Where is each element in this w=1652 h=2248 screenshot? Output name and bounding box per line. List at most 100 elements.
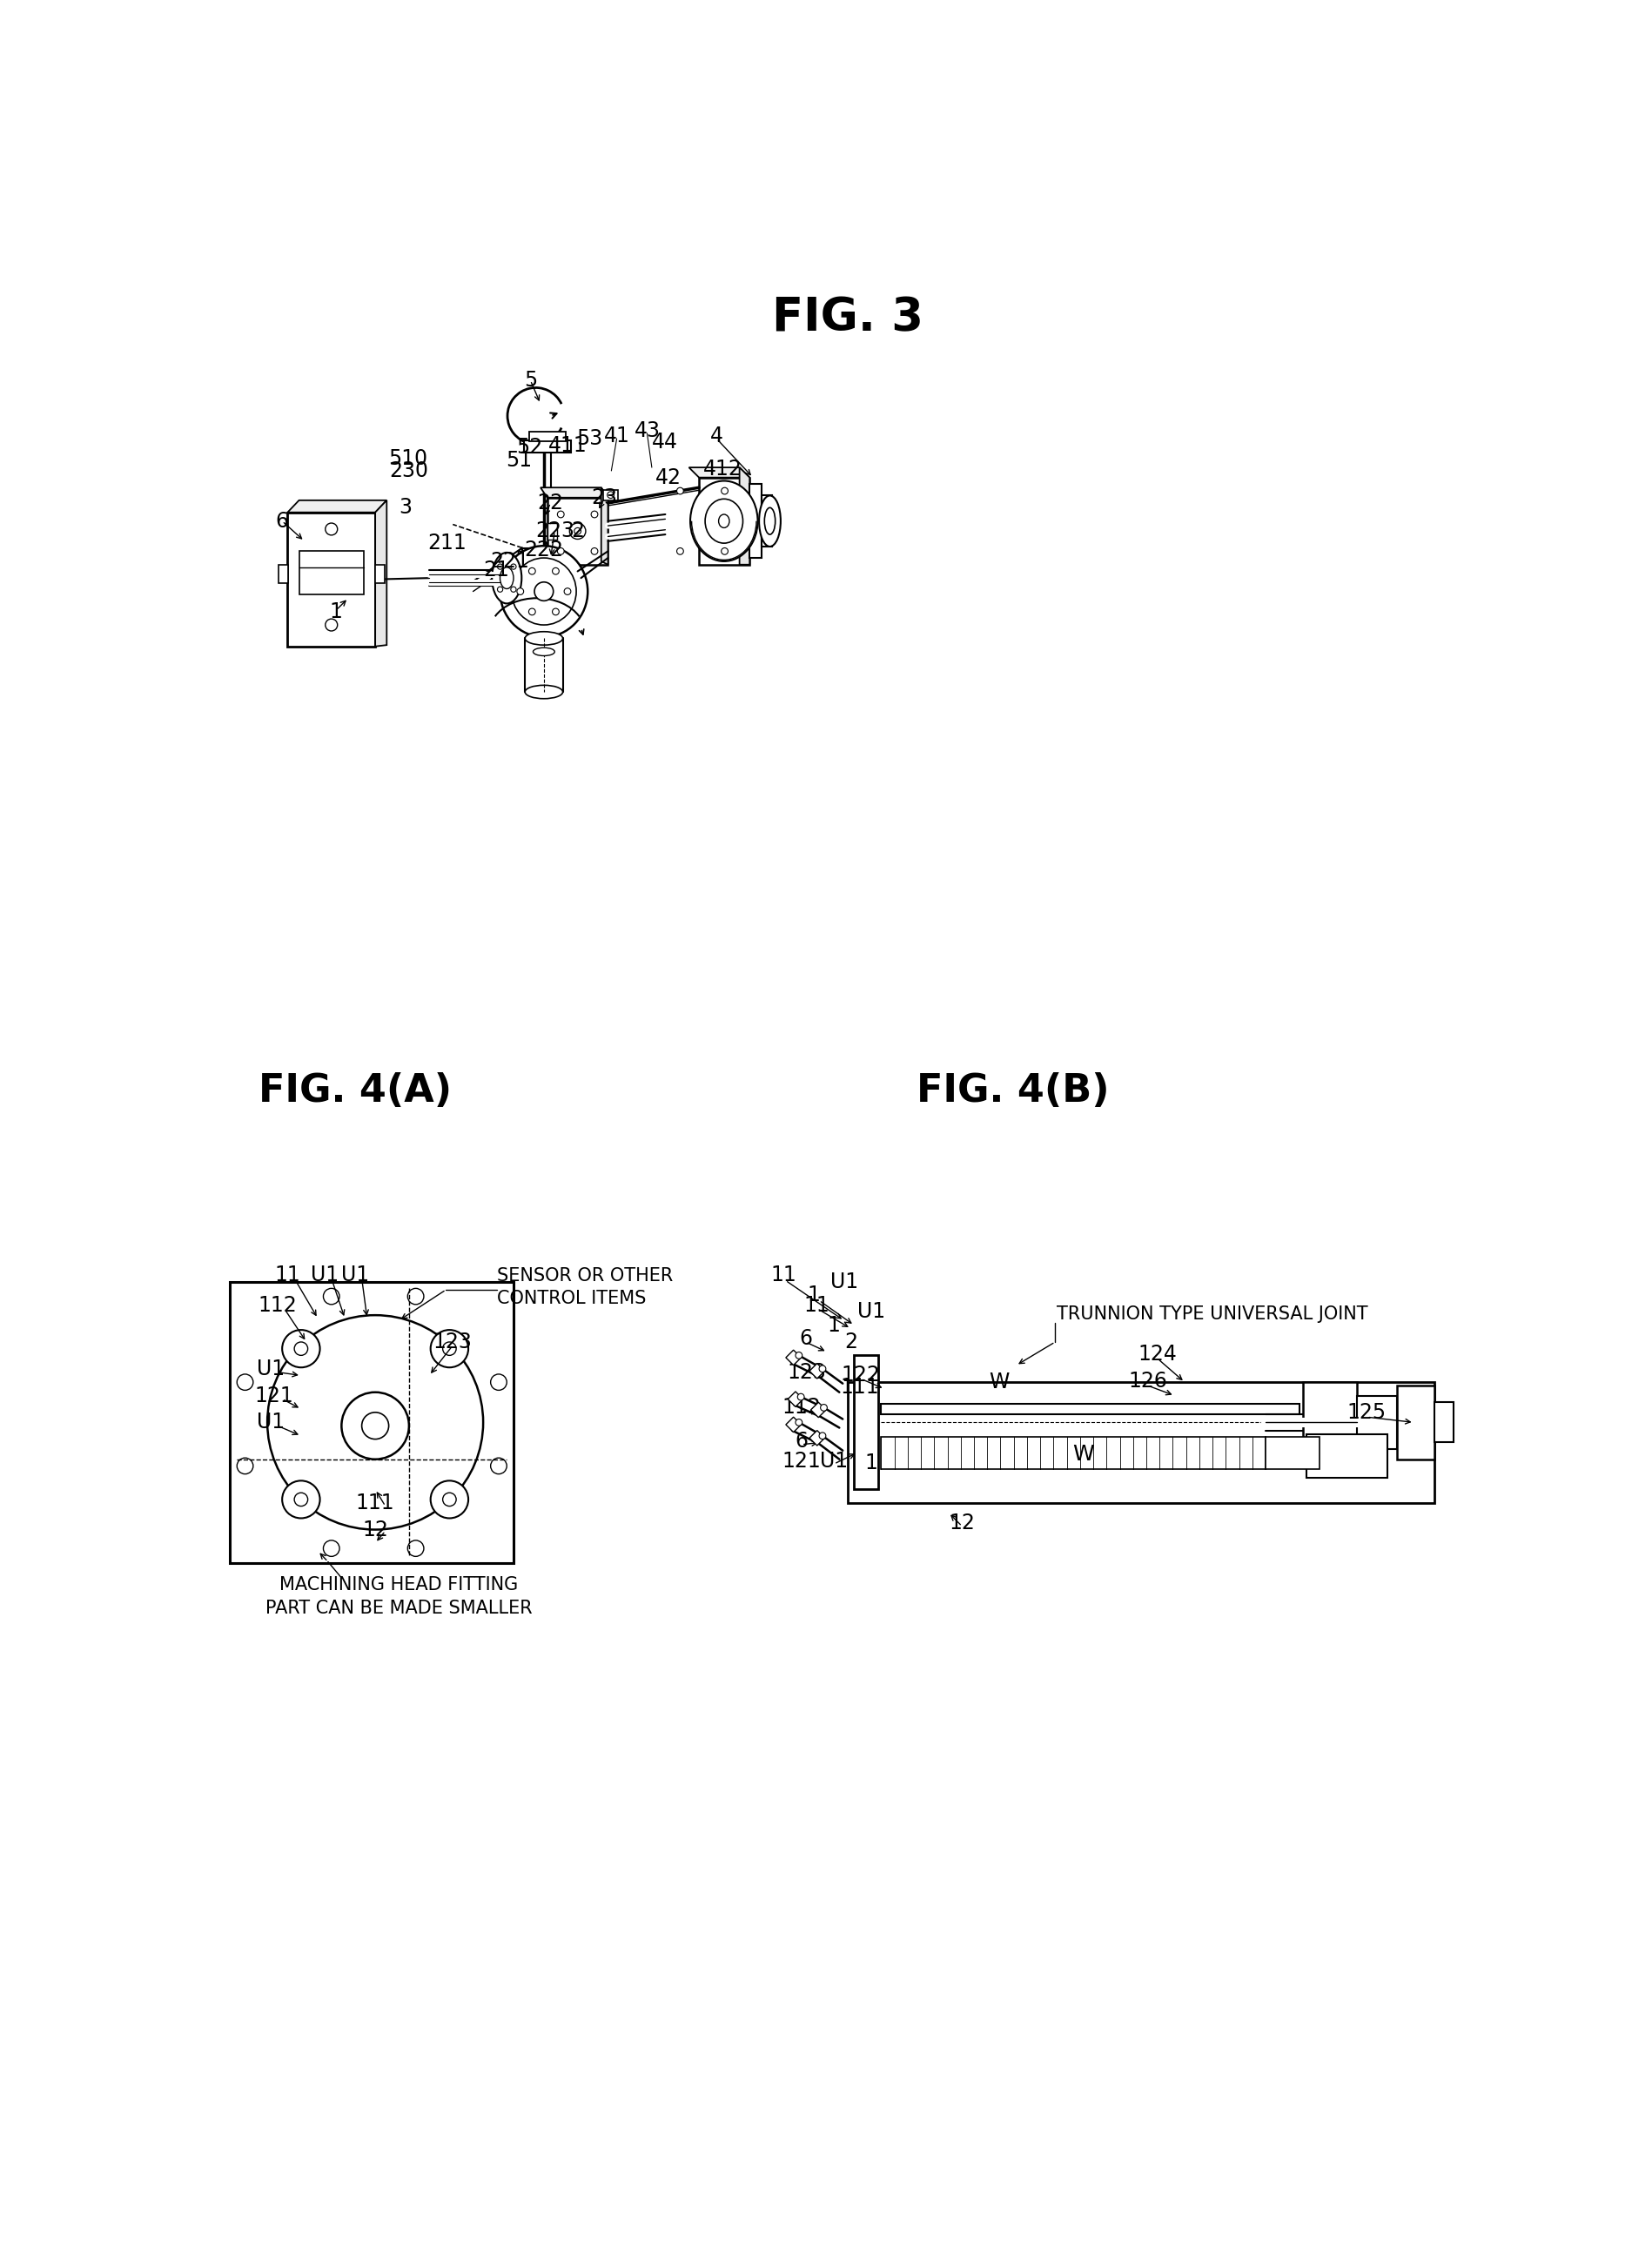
Ellipse shape [294, 1342, 307, 1356]
Ellipse shape [268, 1315, 482, 1529]
Bar [279, 564, 287, 584]
Ellipse shape [501, 566, 514, 589]
Bar [809, 1365, 824, 1378]
Bar [375, 564, 385, 584]
Ellipse shape [236, 1459, 253, 1475]
Ellipse shape [408, 1288, 423, 1304]
Ellipse shape [573, 528, 582, 535]
Ellipse shape [324, 1540, 339, 1556]
Text: 6: 6 [798, 1329, 811, 1349]
Text: W: W [1072, 1443, 1094, 1463]
Ellipse shape [570, 524, 585, 540]
Ellipse shape [342, 1392, 408, 1459]
Ellipse shape [324, 1288, 339, 1304]
Text: 1: 1 [329, 600, 342, 623]
Ellipse shape [795, 1351, 801, 1358]
Text: 11: 11 [770, 1266, 796, 1286]
Polygon shape [601, 488, 608, 564]
Text: 11: 11 [274, 1266, 301, 1286]
Bar [1396, 1385, 1434, 1459]
Polygon shape [738, 468, 750, 564]
Ellipse shape [282, 1331, 320, 1367]
Ellipse shape [552, 609, 558, 616]
Text: 111: 111 [839, 1378, 879, 1398]
Polygon shape [689, 468, 750, 477]
Ellipse shape [430, 1481, 468, 1517]
Text: 111: 111 [355, 1493, 395, 1513]
Text: 2: 2 [572, 522, 583, 542]
Ellipse shape [510, 564, 515, 569]
Bar [881, 1403, 1298, 1414]
Bar [1302, 1383, 1356, 1463]
Bar [1356, 1396, 1396, 1450]
Ellipse shape [325, 524, 337, 535]
Ellipse shape [517, 589, 524, 596]
Text: 125: 125 [1346, 1403, 1386, 1423]
Ellipse shape [282, 1481, 320, 1517]
Text: 222: 222 [524, 540, 563, 560]
Text: 221: 221 [491, 551, 529, 571]
Ellipse shape [606, 492, 613, 499]
Text: 3: 3 [398, 497, 411, 517]
Ellipse shape [557, 510, 563, 517]
Ellipse shape [497, 587, 502, 591]
Ellipse shape [798, 1394, 805, 1401]
Text: 42: 42 [656, 468, 681, 488]
Bar [529, 432, 565, 441]
Text: 121: 121 [254, 1385, 294, 1405]
Text: 122: 122 [841, 1365, 881, 1387]
Text: 44: 44 [653, 432, 677, 452]
Text: 41: 41 [603, 425, 629, 447]
Text: FIG. 4(A): FIG. 4(A) [258, 1072, 451, 1108]
Bar [750, 483, 762, 558]
Bar [522, 549, 572, 562]
Ellipse shape [720, 488, 727, 495]
Text: 1: 1 [864, 1452, 877, 1472]
Text: 112: 112 [258, 1295, 297, 1315]
Ellipse shape [529, 569, 535, 575]
Text: FIG. 3: FIG. 3 [771, 294, 923, 342]
Text: 411: 411 [548, 434, 586, 456]
Text: U1: U1 [311, 1266, 339, 1286]
Text: 126: 126 [1127, 1371, 1166, 1392]
Bar [299, 551, 363, 596]
Bar [1434, 1403, 1452, 1443]
Bar [762, 495, 771, 546]
Text: 2: 2 [844, 1331, 857, 1353]
Ellipse shape [765, 508, 775, 535]
Text: 6: 6 [795, 1430, 808, 1452]
Text: 123: 123 [433, 1331, 472, 1353]
Bar [847, 1383, 1434, 1504]
Ellipse shape [563, 589, 570, 596]
Ellipse shape [705, 499, 742, 544]
Text: W: W [988, 1371, 1009, 1392]
Text: FIG. 4(B): FIG. 4(B) [915, 1072, 1108, 1108]
Text: U1: U1 [819, 1450, 847, 1472]
Text: 230: 230 [390, 461, 428, 481]
Ellipse shape [510, 587, 515, 591]
Ellipse shape [525, 632, 562, 645]
Ellipse shape [294, 1493, 307, 1506]
Ellipse shape [676, 549, 684, 555]
Text: SENSOR OR OTHER
CONTROL ITEMS: SENSOR OR OTHER CONTROL ITEMS [496, 1268, 672, 1308]
Text: MACHINING HEAD FITTING
PART CAN BE MADE SMALLER: MACHINING HEAD FITTING PART CAN BE MADE … [266, 1576, 532, 1616]
Text: TRUNNION TYPE UNIVERSAL JOINT: TRUNNION TYPE UNIVERSAL JOINT [1056, 1306, 1368, 1324]
Text: 123: 123 [786, 1362, 826, 1383]
Bar [524, 441, 570, 452]
Text: 11: 11 [805, 1295, 829, 1315]
Text: U1: U1 [340, 1266, 368, 1286]
Ellipse shape [501, 546, 588, 636]
Text: 1: 1 [828, 1315, 839, 1335]
Bar [785, 1416, 801, 1432]
Text: 52: 52 [515, 436, 542, 459]
Bar [1305, 1434, 1386, 1477]
Ellipse shape [362, 1412, 388, 1439]
Ellipse shape [510, 558, 577, 625]
Text: 121: 121 [781, 1450, 821, 1472]
Ellipse shape [552, 569, 558, 575]
Ellipse shape [819, 1432, 826, 1439]
Ellipse shape [534, 582, 553, 600]
Bar [785, 1351, 801, 1365]
Polygon shape [375, 501, 387, 647]
Text: 1: 1 [806, 1284, 819, 1306]
